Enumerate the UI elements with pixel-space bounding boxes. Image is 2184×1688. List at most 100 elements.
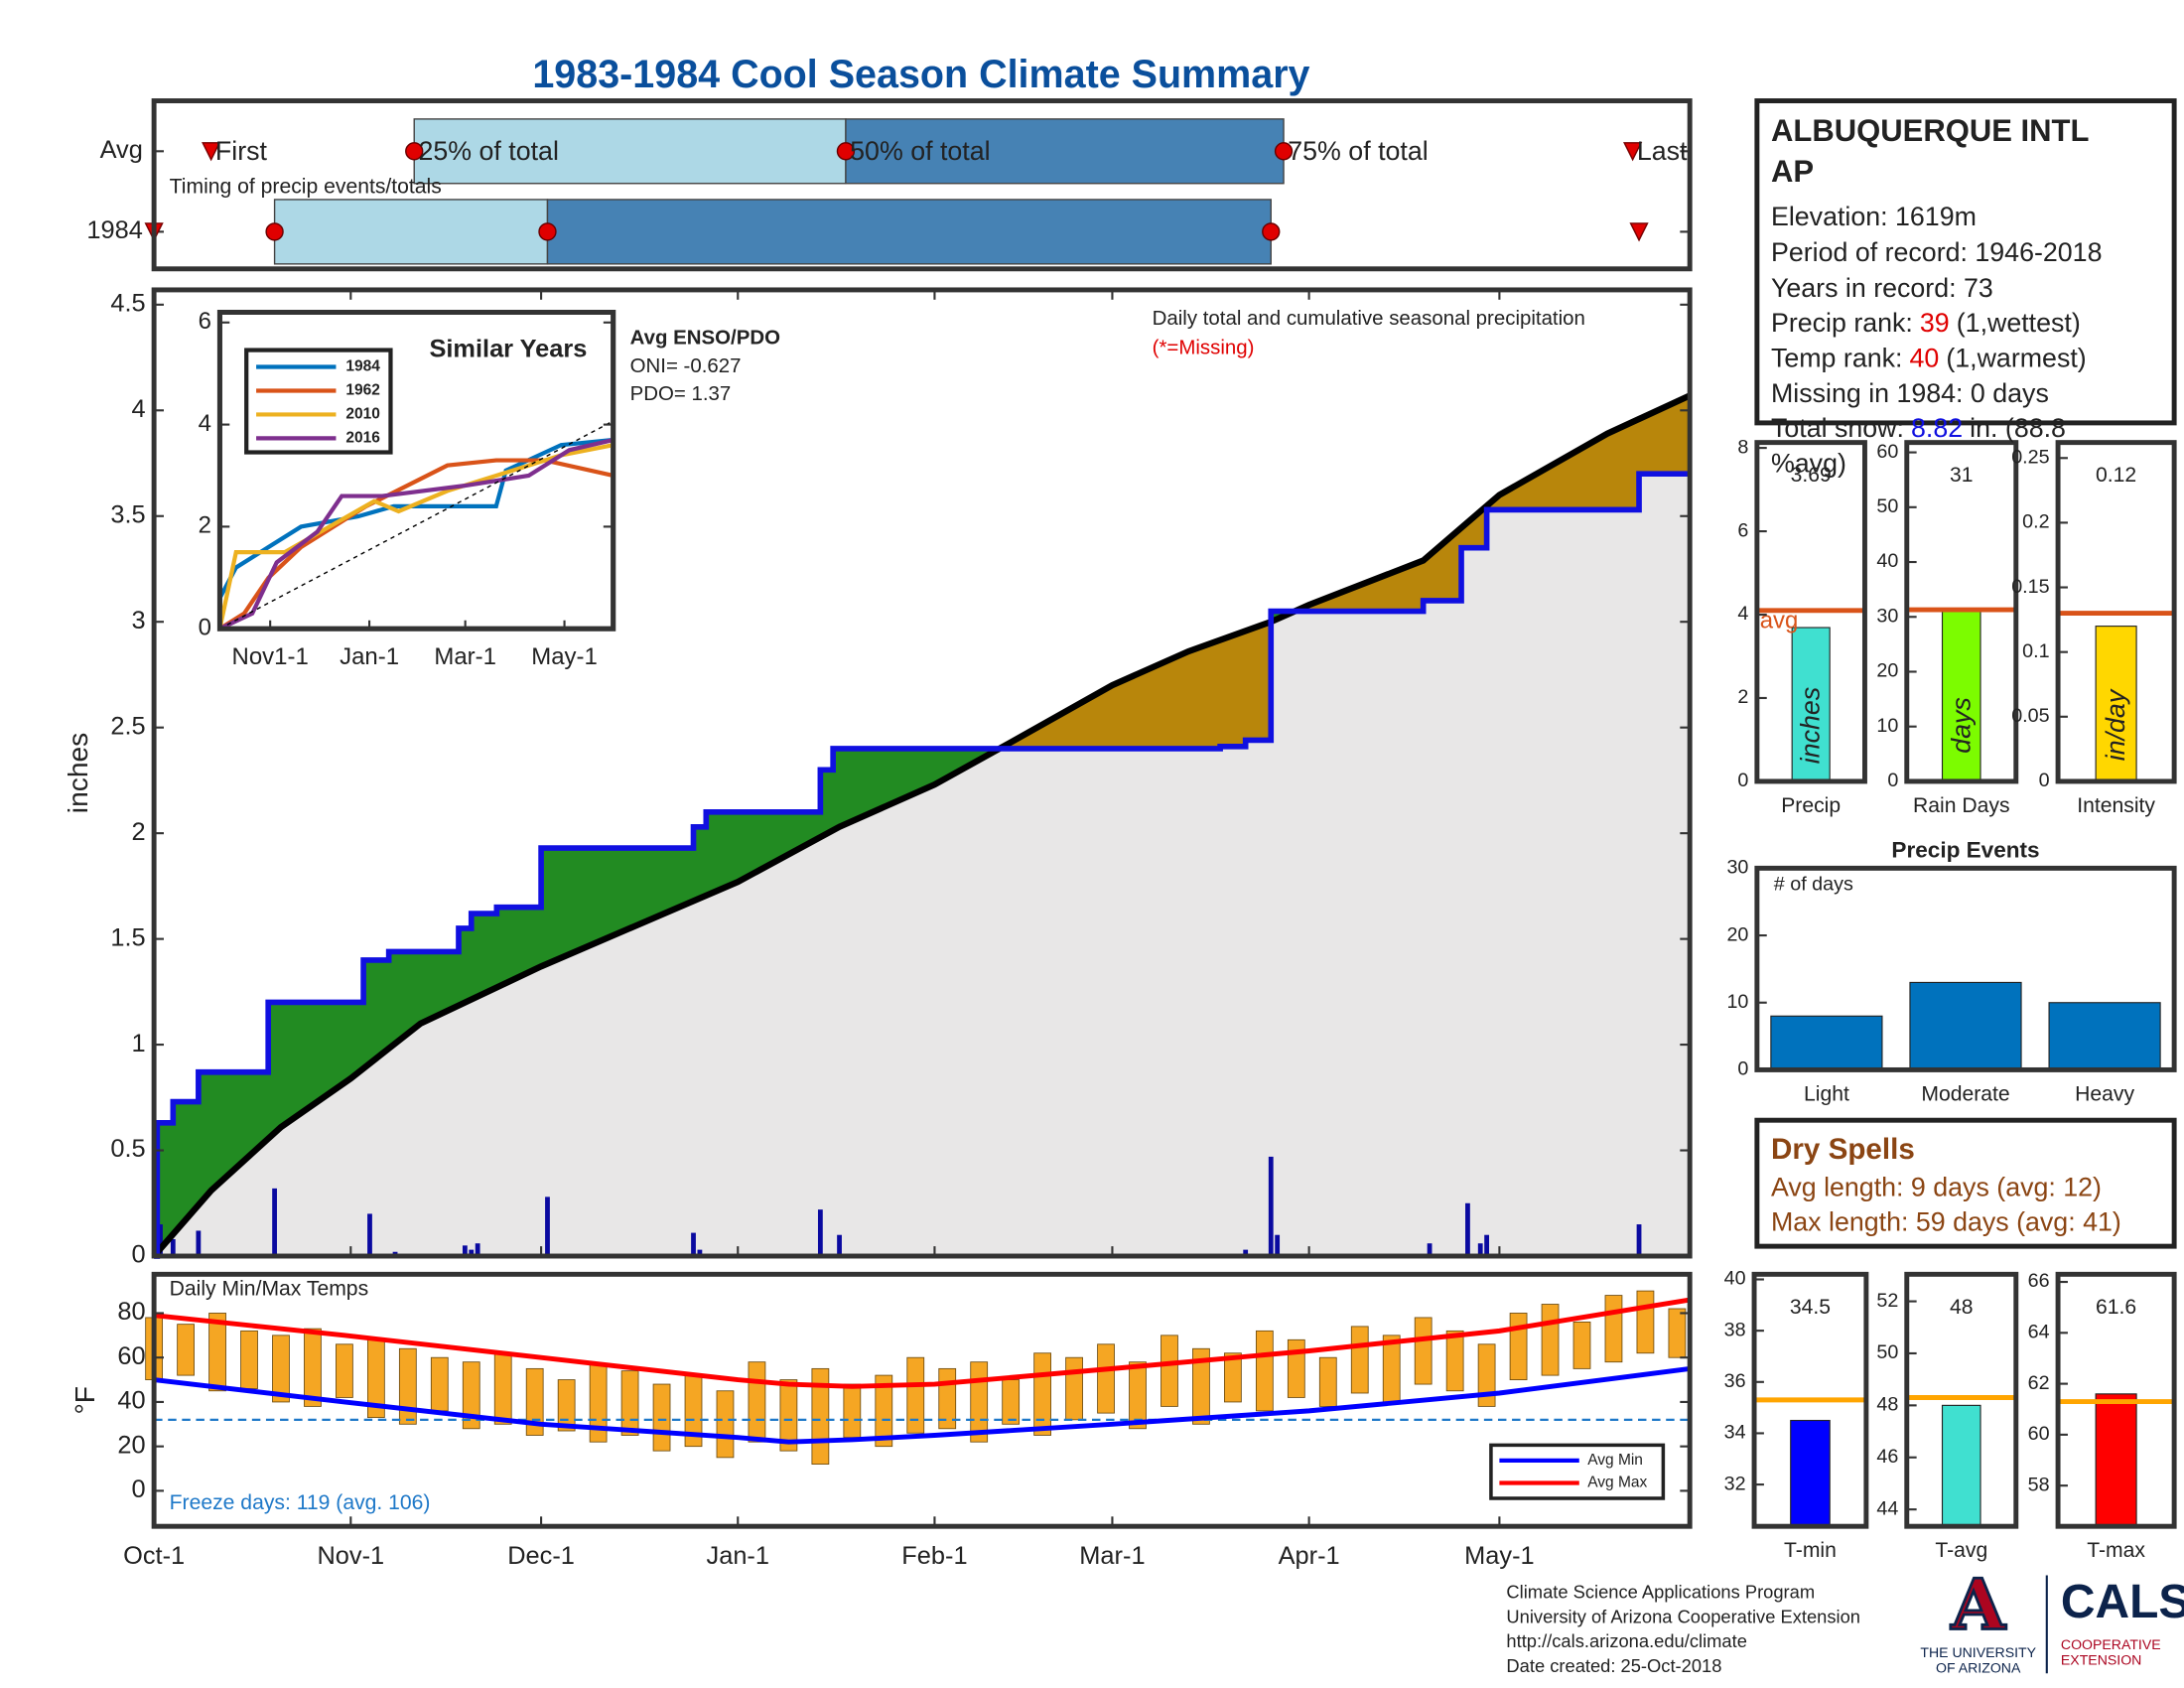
value-label: 48 <box>1950 1296 1974 1319</box>
marker-dot <box>265 222 284 241</box>
y-tick-label: 30 <box>1876 605 1898 627</box>
logo-univ: THE UNIVERSITY <box>1920 1644 2036 1660</box>
daily-range <box>336 1343 353 1398</box>
station-info: Years in record: 73 <box>1771 273 1993 303</box>
legend-label: Avg Min <box>1587 1452 1643 1469</box>
y-tick-label: 1 <box>132 1030 146 1057</box>
y-tick-label: 2.5 <box>110 712 145 740</box>
daily-range <box>1160 1335 1178 1407</box>
total-snow: Total snow: 8.82 in. (88.8 <box>1771 413 2066 443</box>
temp-rank-value: 40 <box>1909 344 1939 373</box>
y-tick-label: 48 <box>1876 1394 1898 1416</box>
station-box <box>1754 98 2177 426</box>
y-tick-label: 34 <box>1724 1422 1746 1444</box>
y-tick-label: 4 <box>199 410 211 437</box>
below-both-fill <box>154 474 1691 1257</box>
daily-range <box>1541 1304 1560 1376</box>
unit-label: in/day <box>2101 688 2130 761</box>
y-tick-label: 1.5 <box>110 923 145 951</box>
value-label: 34.5 <box>1790 1296 1831 1319</box>
precip-rank-value: 39 <box>1920 308 1950 338</box>
frame <box>2055 440 2177 784</box>
marker-dot <box>1274 142 1294 161</box>
series-line <box>217 443 614 630</box>
category-label: Heavy <box>2075 1082 2134 1105</box>
y-tick-label: 10 <box>1876 715 1898 737</box>
y-tick-label: 58 <box>2028 1474 2050 1495</box>
daily-bar <box>1465 1202 1470 1257</box>
bar <box>2095 626 2137 782</box>
y-tick-label: 3.5 <box>110 500 145 528</box>
span-early <box>273 199 549 265</box>
marker-triangle <box>202 142 221 162</box>
station-name: ALBUQUERQUE INTL <box>1771 113 2090 148</box>
dry-spells-box <box>1754 1117 2177 1249</box>
y-tick-label: 4.5 <box>110 290 145 318</box>
enso-text: ONI= -0.627 <box>630 354 742 377</box>
bar <box>1941 1404 1981 1527</box>
daily-range <box>1224 1352 1242 1403</box>
y-axis-label: inches <box>62 733 93 813</box>
legend-label: 1962 <box>345 382 379 399</box>
marker-label: Last <box>1637 136 1688 166</box>
legend-label: Avg Max <box>1587 1475 1647 1491</box>
daily-range <box>1255 1330 1274 1412</box>
y-tick-label: 20 <box>117 1431 145 1459</box>
temp-rank-label: Temp rank: <box>1771 344 1902 373</box>
x-tick-label: Jan-1 <box>707 1542 769 1570</box>
average-line <box>151 392 1692 1259</box>
footer-line: University of Arizona Cooperative Extens… <box>1506 1606 1860 1626</box>
y-tick-label: 80 <box>117 1298 145 1326</box>
x-tick-label: Apr-1 <box>1279 1542 1340 1570</box>
y-tick-label: 32 <box>1724 1473 1746 1494</box>
daily-bar <box>817 1209 823 1257</box>
y-tick-label: 10 <box>1726 991 1748 1013</box>
daily-range <box>1445 1330 1464 1392</box>
y-tick-label: 46 <box>1876 1446 1898 1468</box>
footer-line: http://cals.arizona.edu/climate <box>1506 1630 1746 1651</box>
daily-range <box>620 1370 639 1436</box>
value-label: 61.6 <box>2096 1296 2136 1319</box>
category-label: Rain Days <box>1913 794 2010 817</box>
daily-bar <box>1275 1234 1281 1257</box>
category-label: Precip <box>1781 794 1841 817</box>
x-tick-label: Nov1-1 <box>232 643 309 670</box>
frame <box>151 98 1693 272</box>
y-tick-label: 60 <box>117 1342 145 1370</box>
annotation: Timing of precip events/totals <box>170 176 442 199</box>
station-info: Period of record: 1946-2018 <box>1771 237 2103 267</box>
daily-bar <box>170 1238 176 1257</box>
y-tick-label: 52 <box>1876 1290 1898 1312</box>
value-label: 31 <box>1950 464 1974 487</box>
value-label: 3.69 <box>1791 464 1832 487</box>
y-tick-label: 0.25 <box>2011 446 2049 468</box>
logo-univ: OF ARIZONA <box>1936 1660 2021 1676</box>
frame <box>151 1271 1693 1529</box>
y-tick-label: 0 <box>1737 770 1748 791</box>
category-label: T-avg <box>1935 1539 1987 1562</box>
x-tick-label: May-1 <box>531 643 598 670</box>
daily-range <box>398 1347 417 1425</box>
daily-range <box>875 1374 893 1448</box>
x-tick-label: Mar-1 <box>1079 1542 1145 1570</box>
unit-label: inches <box>1796 687 1826 764</box>
x-tick-label: May-1 <box>1464 1542 1535 1570</box>
daily-range <box>843 1383 862 1439</box>
bar <box>1941 611 1981 782</box>
total-snow-rest: %avg) <box>1771 448 1846 478</box>
station-info: Missing in 1984: 0 days <box>1771 378 2049 408</box>
daily-bar <box>196 1230 202 1257</box>
y-tick-label: 2 <box>132 818 146 846</box>
daily-range <box>493 1352 512 1425</box>
span-late <box>546 199 1272 265</box>
total-snow-label: Total snow: <box>1771 413 1904 443</box>
x-tick-label: Jan-1 <box>340 643 399 670</box>
x-tick-label: Nov-1 <box>317 1542 384 1570</box>
y-tick-label: 50 <box>1876 1341 1898 1363</box>
daily-range <box>462 1361 480 1430</box>
daily-range <box>557 1379 576 1432</box>
marker-triangle <box>1629 222 1649 242</box>
frame <box>1751 1271 1869 1529</box>
